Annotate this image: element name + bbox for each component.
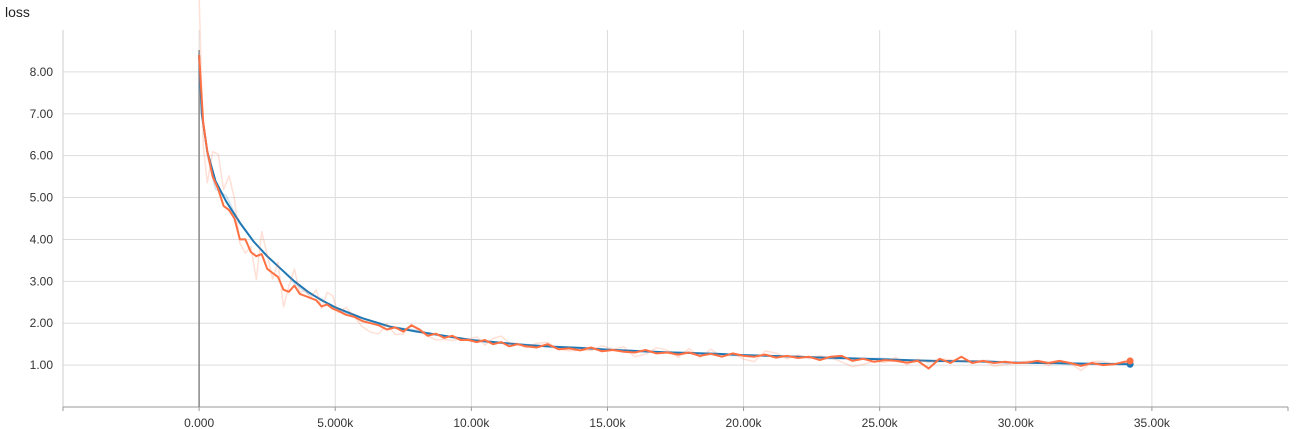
x-tick-label: 0.000 bbox=[184, 416, 214, 429]
y-tick-label: 5.00 bbox=[30, 191, 54, 205]
series-line bbox=[198, 55, 1131, 366]
x-tick-label: 10.00k bbox=[453, 416, 490, 429]
x-tick-label: 20.00k bbox=[726, 416, 763, 429]
x-tick-label: 30.00k bbox=[998, 416, 1035, 429]
x-tick-label: 35.00k bbox=[1134, 416, 1171, 429]
tick-labels: 0.000 5.000k 10.00k 15.00k 20.00k 25.00k 30.00… bbox=[30, 65, 1171, 429]
series-raw-line bbox=[198, 0, 1131, 372]
y-tick-label: 7.00 bbox=[30, 107, 54, 121]
x-tick-label: 5.000k bbox=[317, 416, 354, 429]
y-tick-label: 4.00 bbox=[30, 232, 54, 246]
x-tick-label: 15.00k bbox=[589, 416, 626, 429]
y-tick-label: 3.00 bbox=[30, 274, 54, 288]
series-line bbox=[198, 55, 1131, 370]
y-tick-label: 1.00 bbox=[30, 358, 54, 372]
series-layer bbox=[198, 0, 1134, 372]
y-tick-label: 2.00 bbox=[30, 316, 54, 330]
series-end-point bbox=[1126, 357, 1134, 365]
axes bbox=[62, 30, 1289, 411]
series-raw-line bbox=[198, 70, 1131, 366]
grid bbox=[63, 30, 1288, 407]
x-tick-label: 25.00k bbox=[862, 416, 899, 429]
y-tick-label: 8.00 bbox=[30, 65, 54, 79]
y-tick-label: 6.00 bbox=[30, 149, 54, 163]
chart-title: loss bbox=[5, 4, 30, 20]
